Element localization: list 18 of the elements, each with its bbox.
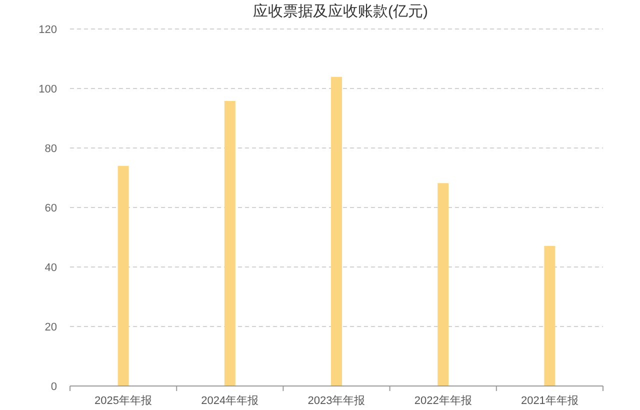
y-tick-label: 120: [38, 24, 57, 36]
bar: [331, 76, 342, 386]
y-tick-label: 40: [44, 262, 57, 274]
bar: [544, 246, 556, 386]
x-tick-label: 2025年年报: [94, 395, 152, 407]
x-tick-label: 2021年年报: [520, 395, 578, 407]
y-tick-label: 80: [44, 143, 57, 155]
y-tick-label: 0: [50, 381, 57, 393]
y-tick-label: 20: [44, 322, 57, 334]
x-tick-label: 2024年年报: [201, 395, 259, 407]
bar: [438, 183, 449, 386]
bar: [224, 100, 236, 386]
chart-title: 应收票据及应收账款(亿元): [253, 3, 428, 20]
y-tick-label: 100: [38, 84, 57, 96]
bar: [118, 166, 129, 386]
y-tick-label: 60: [44, 202, 57, 214]
x-tick-label: 2022年年报: [414, 395, 472, 407]
x-tick-label: 2023年年报: [308, 395, 366, 407]
